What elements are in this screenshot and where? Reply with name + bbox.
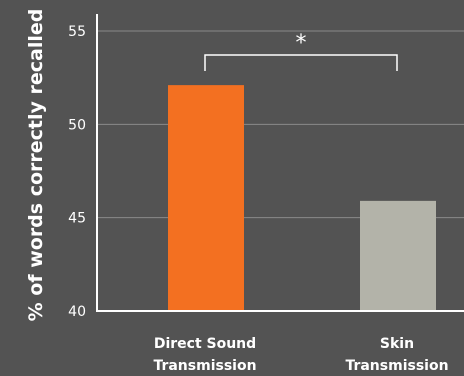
x-axis-categories: Direct Sound Transmission Skin Transmission [153,336,448,374]
y-axis-ticks: 40 45 50 55 [68,24,86,320]
y-axis-title: % of words correctly recalled [25,9,47,322]
y-tick-label: 40 [68,304,86,320]
y-tick-label: 55 [68,24,86,40]
bar-1 [360,200,436,311]
category-label-1: Skin Transmission [345,336,448,374]
significance-annotation: * [204,31,398,71]
y-tick-label: 50 [68,117,86,133]
y-tick-label: 45 [68,211,86,227]
significance-bracket [204,54,398,71]
axes [96,14,464,312]
category-label-0: Direct Sound Transmission [153,336,256,374]
gridlines [97,30,464,219]
bars [168,85,436,311]
bar-0 [168,85,244,311]
significance-star: * [296,31,307,56]
